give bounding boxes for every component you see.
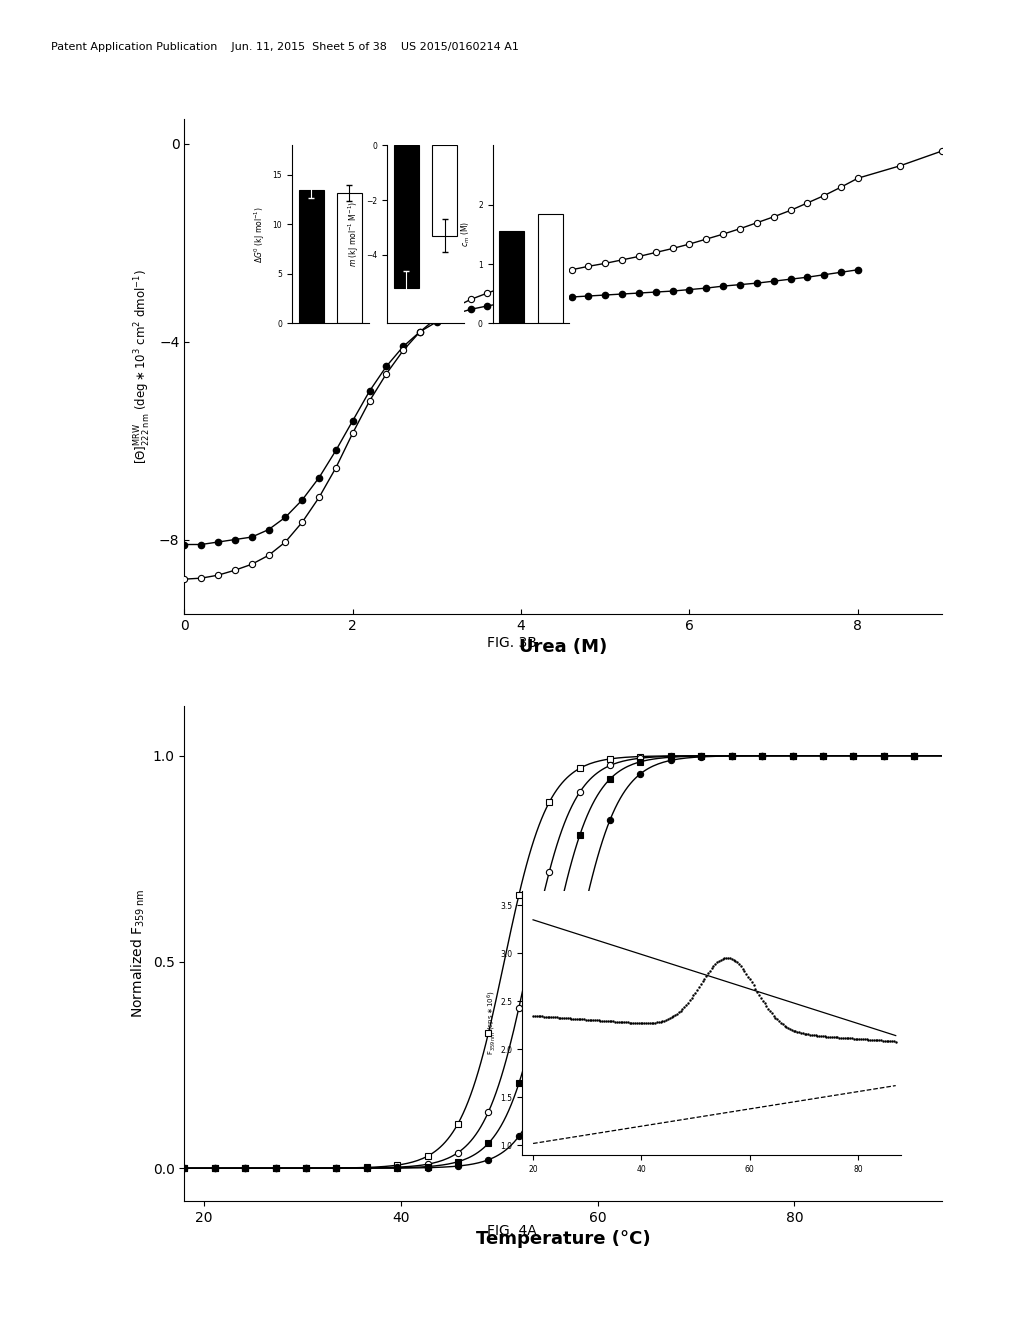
Text: Patent Application Publication    Jun. 11, 2015  Sheet 5 of 38    US 2015/016021: Patent Application Publication Jun. 11, … — [51, 42, 519, 53]
Text: FIG. 4A: FIG. 4A — [487, 1224, 537, 1238]
Bar — [538, 214, 562, 323]
Bar — [500, 231, 524, 323]
Y-axis label: $[\Theta]^{\mathrm{MRW}}_{222\ \mathrm{nm}}\ (\mathrm{deg} \ast 10^3\ \mathrm{cm: $[\Theta]^{\mathrm{MRW}}_{222\ \mathrm{n… — [133, 269, 154, 463]
Bar — [337, 193, 361, 323]
Y-axis label: $m\ (\mathrm{kJ\ mol}^{-1}\ \mathrm{M}^{-1})$: $m\ (\mathrm{kJ\ mol}^{-1}\ \mathrm{M}^{… — [346, 201, 360, 268]
Bar — [394, 145, 419, 288]
Y-axis label: $\mathrm{F}_{359\ \mathrm{nm}}\ (\mathrm{cps} \ast 10^6)$: $\mathrm{F}_{359\ \mathrm{nm}}\ (\mathrm… — [485, 990, 498, 1056]
Text: FIG. 3B: FIG. 3B — [487, 636, 537, 651]
Y-axis label: Normalized $\mathrm{F}_{359\ \mathrm{nm}}$: Normalized $\mathrm{F}_{359\ \mathrm{nm}… — [130, 888, 147, 1019]
Bar — [432, 145, 457, 236]
Bar — [299, 190, 324, 323]
Y-axis label: $\Delta G^0\ (\mathrm{kJ\ mol}^{-1})$: $\Delta G^0\ (\mathrm{kJ\ mol}^{-1})$ — [253, 206, 267, 263]
Y-axis label: $c_m\ \mathrm{(M)}$: $c_m\ \mathrm{(M)}$ — [460, 222, 472, 247]
X-axis label: Urea (M): Urea (M) — [519, 638, 607, 656]
X-axis label: Temperature (°C): Temperature (°C) — [476, 1230, 650, 1249]
